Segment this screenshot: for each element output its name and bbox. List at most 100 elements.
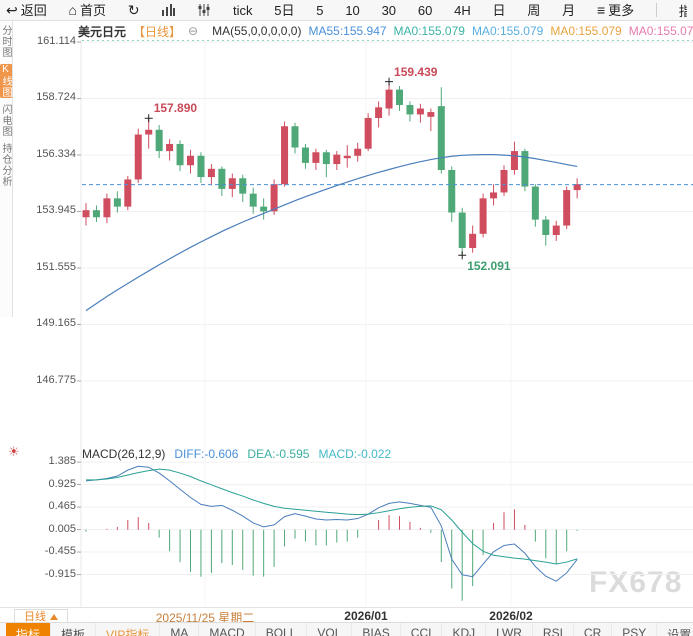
candle-body <box>521 151 529 187</box>
left-tab-position-analysis[interactable]: 持仓分析 <box>0 143 11 187</box>
ma55-line <box>85 154 578 312</box>
tab-cci[interactable]: CCI <box>401 623 443 636</box>
left-tab-strip: 分时图 K线图 闪电图 持仓分析 <box>0 21 13 317</box>
clipped-toolbar-item[interactable]: 指 <box>678 3 687 19</box>
tab-psy[interactable]: PSY <box>612 623 658 636</box>
tab-bias[interactable]: BIAS <box>352 623 401 636</box>
extreme-marker <box>385 77 394 86</box>
extreme-marker <box>458 251 467 260</box>
candle-body <box>563 190 571 226</box>
period-button-30[interactable]: 30 <box>381 2 397 18</box>
ma55-value: MA55:155.947 <box>308 24 387 38</box>
period-button-4h[interactable]: 4H <box>454 2 471 18</box>
price-annotation-high: 157.890 <box>153 101 198 116</box>
home-button[interactable]: ⌂ 首页 <box>69 0 106 21</box>
macd-axis-label: 0.465 <box>48 500 76 513</box>
bar-chart-icon <box>162 4 176 16</box>
triangle-up-icon <box>50 614 58 620</box>
left-tab-kline-chart[interactable]: K线图 <box>0 64 12 98</box>
candle-body <box>103 198 111 218</box>
tab-vol[interactable]: VOL <box>307 623 353 636</box>
period-button-day[interactable]: 日 <box>492 2 506 18</box>
chart-type-button[interactable] <box>161 4 176 16</box>
chart-header: 美元日元 【日线】 ⊖ MA(55,0,0,0,0,0) MA55:155.94… <box>78 23 693 39</box>
candle-body <box>155 129 163 152</box>
hamburger-icon: ≡ <box>596 2 606 18</box>
ma0-value-3: MA0:155.079 <box>550 24 622 38</box>
candle-body <box>510 151 518 170</box>
sliders-icon <box>198 4 210 16</box>
candle-body <box>312 152 320 163</box>
back-button[interactable]: ↩ 返回 <box>6 0 47 21</box>
y-axis-label: 156.334 <box>36 147 76 160</box>
candle-body <box>354 148 362 156</box>
tab-templates[interactable]: 模板 <box>51 623 97 636</box>
macd-dea-line <box>86 468 578 565</box>
period-selector-label: 日线 <box>24 611 46 623</box>
left-tab-lightning-chart[interactable]: 闪电图 <box>0 104 11 137</box>
period-button-week[interactable]: 周 <box>527 2 541 18</box>
candle-body <box>291 126 299 148</box>
candle-body <box>542 219 550 235</box>
date-label: 2026/02 <box>489 609 533 623</box>
candle-body <box>113 198 121 207</box>
tab-indicators[interactable]: 指标 <box>6 623 52 636</box>
home-icon: ⌂ <box>68 2 78 18</box>
price-annotation-high: 159.439 <box>394 64 438 79</box>
price-annotation-low: 152.091 <box>467 259 511 274</box>
left-tab-time-chart[interactable]: 分时图 <box>0 25 11 58</box>
macd-title: MACD(26,12,9) <box>82 447 166 461</box>
candle-body <box>322 152 330 165</box>
macd-axis-label: 0.925 <box>48 477 76 490</box>
tab-lwr[interactable]: LWR <box>486 623 533 636</box>
tab-cr[interactable]: CR <box>574 623 613 636</box>
candle-body <box>396 89 403 105</box>
tab-kdj[interactable]: KDJ <box>442 623 487 636</box>
period-selector[interactable]: 日线 <box>14 609 68 625</box>
candle-body <box>333 154 341 165</box>
candle-body <box>500 169 508 193</box>
more-button[interactable]: ≡ 更多 <box>597 0 634 21</box>
candle-body <box>301 147 309 163</box>
candle-body <box>249 193 257 207</box>
period-button-5d[interactable]: 5日 <box>274 2 295 18</box>
candle-body <box>166 143 174 152</box>
symbol-title: 美元日元 <box>78 24 127 39</box>
candle-body <box>531 186 539 220</box>
date-row-divider <box>0 607 693 608</box>
candle-body <box>364 117 372 149</box>
candle-body <box>416 108 424 115</box>
y-axis-label: 158.724 <box>36 91 76 104</box>
macd-diff-line <box>85 465 578 582</box>
indicator-tab-bar: 指标 模板 VIP指标 MA MACD BOLL VOL BIAS CCI KD… <box>0 622 693 636</box>
refresh-button[interactable]: ↻ <box>128 3 140 17</box>
tab-ma[interactable]: MA <box>160 623 200 636</box>
y-axis-label: 151.555 <box>36 260 76 273</box>
candle-body <box>207 168 215 178</box>
candle-body <box>573 184 581 191</box>
candle-body <box>427 112 435 117</box>
candle-body <box>469 233 477 248</box>
top-toolbar: ↩ 返回 ⌂ 首页 ↻ tick 5日 5 10 30 60 <box>0 0 693 21</box>
tab-boll[interactable]: BOLL <box>256 623 308 636</box>
theme-sun-icon[interactable]: ☀ <box>8 444 20 459</box>
candle-body <box>437 106 445 170</box>
period-button-tick[interactable]: tick <box>232 2 253 18</box>
macd-axis-label: -0.915 <box>44 567 76 580</box>
tab-settings[interactable]: 设置 <box>657 623 693 636</box>
period-button-10[interactable]: 10 <box>345 2 360 18</box>
period-button-month[interactable]: 月 <box>562 2 576 18</box>
period-button-60[interactable]: 60 <box>417 2 433 18</box>
toolbar-divider <box>655 3 657 17</box>
tab-rsi[interactable]: RSI <box>533 623 574 636</box>
home-label: 首页 <box>80 2 107 18</box>
tab-macd[interactable]: MACD <box>199 623 256 636</box>
candle-body <box>490 192 498 199</box>
collapse-icon[interactable]: ⊖ <box>188 24 199 38</box>
indicator-settings-button[interactable] <box>197 4 211 16</box>
candle-body <box>270 184 278 212</box>
tab-vip-indicators[interactable]: VIP指标 <box>96 623 161 636</box>
extreme-marker <box>144 114 153 123</box>
period-button-5[interactable]: 5 <box>316 2 324 18</box>
